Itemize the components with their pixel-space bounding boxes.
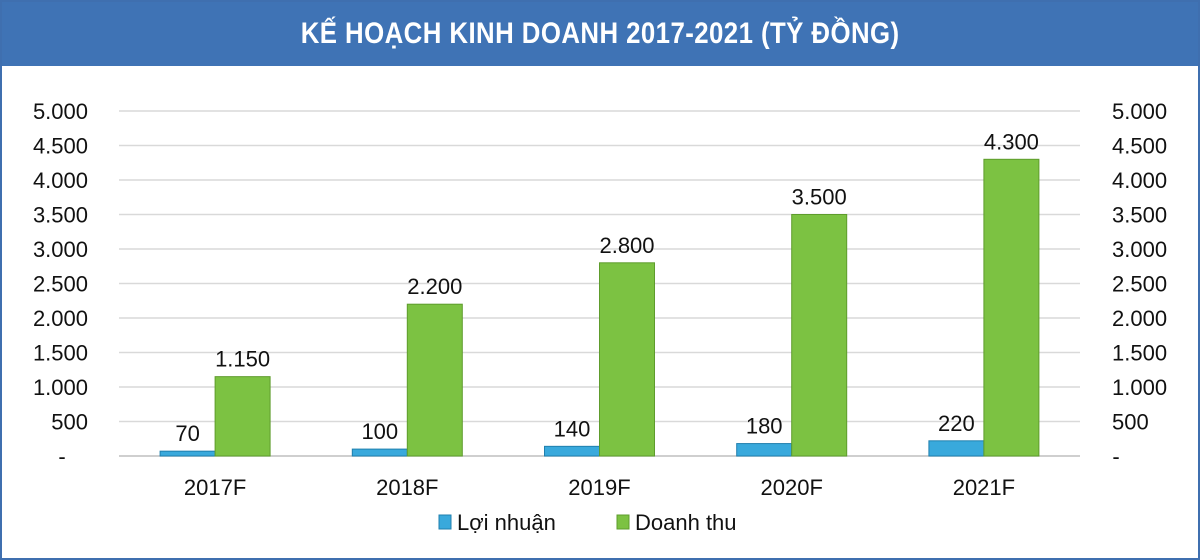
y-tick-label-right: 3.500 <box>1112 203 1167 228</box>
profit-bar <box>544 445 600 457</box>
profit-bar <box>928 440 985 457</box>
y-tick-label-right: 2.000 <box>1112 306 1167 331</box>
y-tick-label-right: 4.500 <box>1112 134 1167 159</box>
profit-data-label: 100 <box>361 419 398 444</box>
x-category-label: 2018F <box>376 475 438 500</box>
y-tick-label-right: 1.000 <box>1112 375 1167 400</box>
y-tick-label-right: 3.000 <box>1112 237 1167 262</box>
revenue-data-label: 3.500 <box>792 185 847 210</box>
y-tick-label-left: 500 <box>51 410 88 435</box>
chart-title: KẾ HOẠCH KINH DOANH 2017-2021 (TỶ ĐỒNG) <box>300 17 900 50</box>
x-category-label: 2017F <box>184 475 246 500</box>
y-tick-label-right: 500 <box>1112 410 1149 435</box>
profit-bar <box>736 443 793 457</box>
y-tick-label-right: 1.500 <box>1112 341 1167 366</box>
profit-data-label: 220 <box>938 411 975 436</box>
legend-label-revenue: Doanh thu <box>635 510 737 535</box>
profit-data-label: 180 <box>746 414 783 439</box>
y-tick-label-left: 3.500 <box>33 203 88 228</box>
y-tick-label-left: 1.500 <box>33 341 88 366</box>
profit-bar <box>159 450 216 457</box>
revenue-data-label: 2.800 <box>599 233 654 258</box>
y-tick-label-right: 2.500 <box>1112 272 1167 297</box>
y-tick-label-left: 4.000 <box>33 168 88 193</box>
profit-bar <box>351 448 408 457</box>
revenue-bar <box>406 303 463 457</box>
revenue-data-label: 4.300 <box>984 129 1039 154</box>
y-tick-label-right: - <box>1112 444 1119 469</box>
bar-chart: - - 500 500 1.000 1.000 1.500 1.500 2.000 2.000 2.… <box>33 99 1167 535</box>
y-tick-label-right: 4.000 <box>1112 168 1167 193</box>
revenue-data-label: 2.200 <box>407 274 462 299</box>
y-tick-label-left: 3.000 <box>33 237 88 262</box>
profit-data-label: 70 <box>175 421 199 446</box>
y-tick-label-right: 5.000 <box>1112 99 1167 124</box>
y-tick-label-left: 2.000 <box>33 306 88 331</box>
chart-header: KẾ HOẠCH KINH DOANH 2017-2021 (TỶ ĐỒNG) <box>2 2 1198 66</box>
y-tick-label-left: 2.500 <box>33 272 88 297</box>
x-category-label: 2019F <box>568 475 630 500</box>
legend-swatch-revenue <box>616 514 630 530</box>
revenue-data-label: 1.150 <box>215 347 270 372</box>
legend-swatch-profit <box>438 514 452 530</box>
revenue-bar <box>983 158 1040 457</box>
y-tick-label-left: 1.000 <box>33 375 88 400</box>
x-category-label: 2021F <box>953 475 1015 500</box>
x-category-label: 2020F <box>761 475 823 500</box>
y-tick-label-left: 4.500 <box>33 134 88 159</box>
revenue-bar <box>214 376 271 457</box>
legend-label-profit: Lợi nhuận <box>457 510 556 535</box>
y-tick-label-left: 5.000 <box>33 99 88 124</box>
revenue-bar <box>791 214 848 457</box>
revenue-bar <box>599 262 655 457</box>
profit-data-label: 140 <box>554 416 591 441</box>
y-tick-label-left: - <box>58 444 65 469</box>
